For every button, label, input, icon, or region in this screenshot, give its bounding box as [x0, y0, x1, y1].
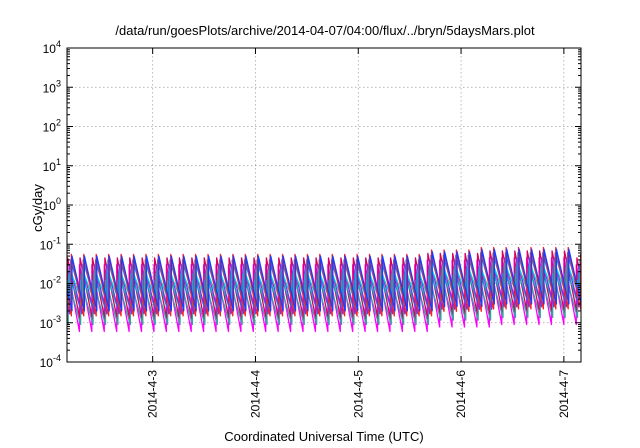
x-tick-label: 2014-4-7: [557, 370, 571, 418]
series-lines: [66, 246, 582, 333]
chart-title: /data/run/goesPlots/archive/2014-04-07/0…: [115, 23, 535, 38]
y-tick-label: 10-3: [40, 314, 61, 331]
y-tick-label: 10-2: [40, 275, 61, 292]
x-tick-label: 2014-4-5: [351, 370, 365, 418]
series-line: [66, 248, 582, 312]
y-tick-label: 10-4: [40, 353, 61, 370]
y-tick-label: 103: [43, 78, 61, 95]
y-tick-label: 100: [43, 196, 61, 213]
y-axis-label: cGy/day: [30, 184, 45, 232]
axis-ticks: 10-4 10-3 10-2 10-1 100 101 102 103 104 2014-4-3 2…: [40, 39, 581, 418]
y-tick-label: 102: [43, 118, 61, 135]
y-tick-label: 10-1: [40, 235, 61, 252]
x-tick-label: 2014-4-3: [146, 370, 160, 418]
y-tick-label: 101: [43, 157, 61, 174]
grid-lines: [67, 48, 581, 362]
plot-frame: [66, 47, 582, 363]
x-axis-label: Coordinated Universal Time (UTC): [224, 429, 423, 444]
x-tick-label: 2014-4-4: [248, 370, 262, 418]
y-tick-label: 104: [43, 39, 61, 56]
x-tick-label: 2014-4-6: [454, 370, 468, 418]
